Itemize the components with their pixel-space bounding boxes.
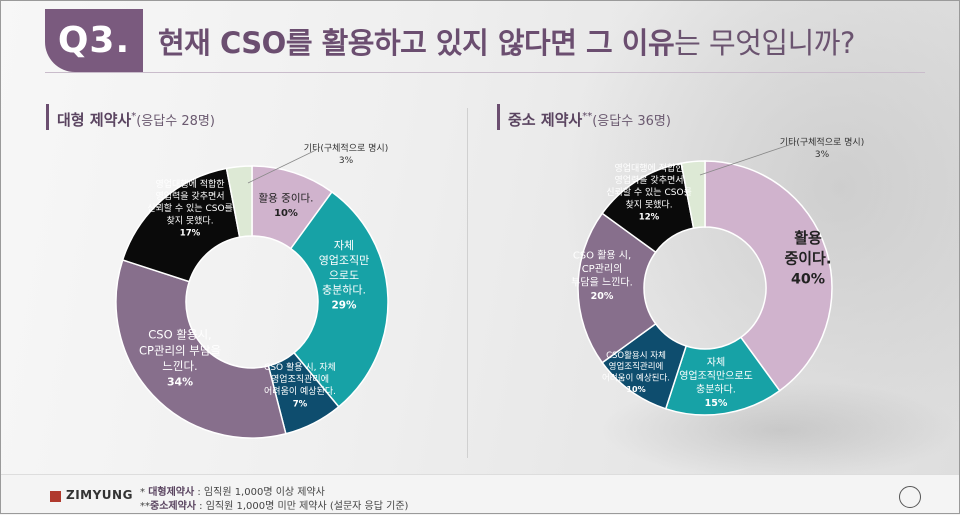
right-slice-percent: 20% xyxy=(591,291,614,302)
right-slice-percent: 40% xyxy=(791,272,825,288)
right-slice-percent: 12% xyxy=(639,212,660,222)
left-chart-title: 대형 제약사 xyxy=(57,111,132,129)
logo-icon xyxy=(50,491,61,502)
right-slice-label-text: 자체 xyxy=(707,356,725,368)
left-slice-label-text: CSO 활용 시, 자체 xyxy=(264,361,336,373)
right-slice-label-text: 신뢰할 수 있는 CSO를 xyxy=(606,186,692,198)
right-chart-respondents: (응답수 36명) xyxy=(592,114,671,129)
right-chart-heading: 중소 제약사**(응답수 36명) xyxy=(497,104,671,130)
left-slice-label-text: CP관리의 부담을 xyxy=(139,343,221,357)
right-slice-label-text: 영업조직만으로도 xyxy=(679,369,753,382)
left-chart-heading: 대형 제약사*(응답수 28명) xyxy=(46,104,215,130)
right-slice-label-text: 부담을 느낀다. xyxy=(571,276,633,288)
left-chart-respondents: (응답수 28명) xyxy=(136,114,215,129)
left-slice-4 xyxy=(115,259,287,439)
right-slice-percent: 3% xyxy=(815,150,830,160)
left-slice-label-text: 기타(구체적으로 명시) xyxy=(304,142,388,154)
right-slice-label-text: 활용 xyxy=(794,229,822,247)
page-title-strong: 현재 CSO를 활용하고 있지 않다면 그 이유 xyxy=(158,26,675,60)
left-slice-percent: 7% xyxy=(293,399,308,409)
left-slice-label-text: 충분하다. xyxy=(322,283,366,297)
right-slice-percent: 15% xyxy=(705,398,728,409)
left-chart-title-mark: * xyxy=(131,111,137,122)
right-slice-label-text: 기타(구체적으로 명시) xyxy=(780,136,864,148)
company-logo: ZIMYUNG xyxy=(66,488,133,502)
left-slice-label-text: 영업대행에 적합한 xyxy=(155,178,224,190)
right-slice-6 xyxy=(680,160,706,229)
left-slice-2 xyxy=(289,190,389,408)
right-slice-label-text: CP관리의 xyxy=(582,263,623,275)
page-title-light: 는 무엇입니까? xyxy=(674,26,855,60)
chart-divider xyxy=(467,108,468,458)
left-slice-label-text: 영업력을 갖추면서 xyxy=(155,190,224,202)
left-slice-label-text: 느낀다. xyxy=(162,359,197,373)
right-chart-title-mark: ** xyxy=(582,111,593,122)
left-slice-percent: 10% xyxy=(274,208,298,219)
left-slice-label-text: 활용 중이다. xyxy=(259,192,314,205)
right-leader-line xyxy=(699,143,793,176)
left-slice-label-text: 으로도 xyxy=(329,269,359,282)
left-slice-percent: 3% xyxy=(339,156,354,166)
right-slice-label-text: 어려움이 예상된다. xyxy=(602,373,670,384)
right-slice-label-text: 영업력을 갖추면서 xyxy=(614,174,683,186)
right-chart-title: 중소 제약사 xyxy=(508,111,583,129)
footnote-large-mark: * xyxy=(140,487,145,498)
left-slice-percent: 34% xyxy=(167,375,193,388)
left-slice-percent: 29% xyxy=(332,300,358,312)
left-slice-label-text: 신뢰할 수 있는 CSO를 xyxy=(147,202,233,214)
footnote-small-mark: ** xyxy=(140,501,150,512)
left-slice-label-1: 활용 중이다. 10% xyxy=(259,192,314,219)
footnote-small: **중소제약사 : 임직원 1,000명 미만 제약사 (설문자 응답 기준) xyxy=(140,497,408,512)
right-slice-percent: 10% xyxy=(626,385,645,394)
left-slice-label-text: 어려움이 예상된다. xyxy=(264,385,336,397)
right-slice-label-text: CSO 활용 시, xyxy=(573,248,631,261)
footnote-small-text: : 임직원 1,000명 미만 제약사 (설문자 응답 기준) xyxy=(196,501,409,512)
right-slice-label-text: 중이다. xyxy=(784,249,831,267)
right-slice-1 xyxy=(704,160,833,392)
right-slice-label-text: CSO활용시 자체 xyxy=(606,350,666,361)
left-slice-label-text: 자체 xyxy=(334,239,354,252)
footnote-large: * 대형제약사 : 임직원 1,000명 이상 제약사 xyxy=(140,483,325,498)
page-title: 현재 CSO를 활용하고 있지 않다면 그 이유는 무엇입니까? xyxy=(158,20,855,62)
right-slice-label-6: 기타(구체적으로 명시) 3% xyxy=(780,136,864,160)
left-slice-label-text: 찾지 못했다. xyxy=(166,214,213,226)
footer xyxy=(0,474,960,515)
footnote-small-label: 중소제약사 xyxy=(150,501,196,512)
footnote-large-text: : 임직원 1,000명 이상 제약사 xyxy=(194,487,325,498)
header-rule xyxy=(45,72,925,73)
right-slice-label-text: 충분하다. xyxy=(696,382,736,395)
right-slice-label-text: 영업대행에 적합한 xyxy=(614,162,683,174)
left-slice-percent: 17% xyxy=(180,228,201,238)
left-slice-label-text: CSO 활용시, xyxy=(148,328,211,342)
left-slice-label-text: 영업조직관리에 xyxy=(271,374,329,385)
left-slice-label-text: 영업조직만 xyxy=(319,254,370,267)
question-badge: Q3. xyxy=(45,9,143,72)
footnote-large-label: 대형제약사 xyxy=(148,487,195,498)
right-slice-label-text: 영업조직관리에 xyxy=(609,361,664,372)
left-slice-6 xyxy=(225,165,253,239)
left-slice-label-6: 기타(구체적으로 명시) 3% xyxy=(304,142,388,166)
page-circle-icon xyxy=(899,486,921,508)
right-slice-label-text: 찾지 못했다. xyxy=(625,198,672,210)
left-leader-line xyxy=(247,149,317,184)
right-slice-4 xyxy=(577,212,657,364)
